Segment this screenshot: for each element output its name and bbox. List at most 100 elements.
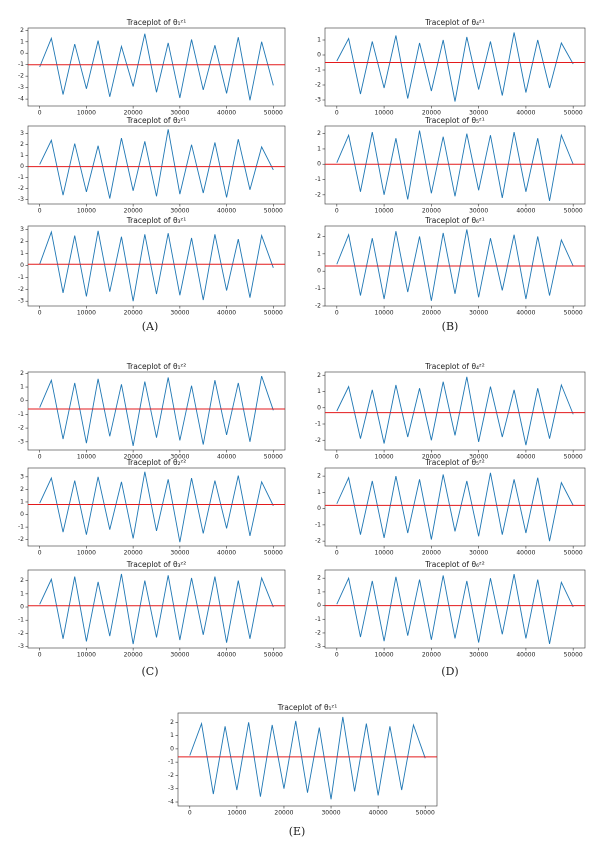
y-tick-label: 1: [317, 489, 321, 496]
y-tick-label: -2: [18, 73, 24, 80]
x-tick-label: 40000: [516, 550, 535, 557]
y-tick-label: 0: [317, 268, 321, 275]
y-tick-label: 2: [317, 130, 321, 137]
chart-title: Traceplot of θ₅ᶻ²: [424, 458, 485, 467]
x-tick-label: 20000: [422, 110, 441, 117]
y-tick-label: -1: [18, 411, 24, 418]
y-tick-label: -1: [168, 759, 174, 766]
chart-title: Traceplot of θ₄ᶻ²: [424, 362, 485, 371]
panel-caption: (E): [289, 825, 306, 838]
plot-frame: [27, 467, 286, 547]
x-tick-label: 0: [335, 110, 339, 117]
y-tick-label: -3: [18, 84, 24, 91]
x-tick-label: 50000: [564, 310, 583, 317]
y-tick-label: 1: [317, 250, 321, 257]
chart-title: Traceplot of θ₂ᶻ²: [126, 458, 187, 467]
x-tick-label: 50000: [264, 208, 283, 215]
x-tick-label: 20000: [422, 550, 441, 557]
x-tick-label: 40000: [516, 110, 535, 117]
x-tick-label: 20000: [124, 454, 143, 461]
y-tick-label: 1: [20, 384, 24, 391]
x-tick-label: 0: [38, 454, 42, 461]
y-tick-label: 1: [317, 588, 321, 595]
x-tick-label: 30000: [170, 310, 189, 317]
chart-title: Traceplot of θ₁ᶻ²: [126, 362, 187, 371]
y-tick-label: -2: [315, 437, 321, 444]
x-tick-label: 50000: [564, 550, 583, 557]
y-tick-label: -2: [315, 191, 321, 198]
x-tick-label: 0: [188, 810, 192, 817]
x-tick-label: 20000: [274, 810, 293, 817]
x-tick-label: 30000: [170, 550, 189, 557]
y-tick-label: -3: [168, 785, 174, 792]
plot-frame: [324, 125, 586, 205]
x-tick-label: 50000: [416, 810, 435, 817]
x-tick-label: 20000: [422, 208, 441, 215]
x-tick-label: 10000: [77, 110, 96, 117]
x-tick-label: 10000: [77, 208, 96, 215]
y-tick-label: -1: [18, 274, 24, 281]
x-tick-label: 20000: [422, 652, 441, 659]
x-tick-label: 10000: [375, 652, 394, 659]
x-tick-label: 30000: [469, 110, 488, 117]
x-tick-label: 50000: [264, 110, 283, 117]
y-tick-label: 0: [317, 161, 321, 168]
y-tick-label: 2: [20, 486, 24, 493]
y-tick-label: 0: [170, 745, 174, 752]
y-tick-label: 1: [317, 145, 321, 152]
x-tick-label: 40000: [217, 454, 236, 461]
x-tick-label: 20000: [422, 310, 441, 317]
y-tick-label: -1: [18, 61, 24, 68]
y-tick-label: 0: [317, 404, 321, 411]
x-tick-label: 40000: [217, 110, 236, 117]
trace-line: [39, 33, 274, 101]
plot-frame: [27, 27, 286, 107]
y-tick-label: -4: [168, 799, 174, 806]
chart-title: Traceplot of θ₆ᶻ²: [424, 560, 485, 569]
chart-title: Traceplot of θ₃ᶻ²: [126, 560, 187, 569]
chart-title: Traceplot of θ₄ᶻ¹: [424, 18, 485, 27]
x-tick-label: 10000: [77, 310, 96, 317]
x-tick-label: 50000: [564, 110, 583, 117]
y-tick-label: 0: [20, 262, 24, 269]
plot-frame: [324, 467, 586, 547]
x-tick-label: 40000: [217, 652, 236, 659]
x-tick-label: 40000: [516, 652, 535, 659]
x-tick-label: 10000: [227, 810, 246, 817]
x-tick-label: 50000: [564, 208, 583, 215]
x-tick-label: 50000: [264, 454, 283, 461]
x-tick-label: 0: [335, 208, 339, 215]
panel-caption: (D): [441, 665, 458, 678]
y-tick-label: 0: [20, 163, 24, 170]
y-tick-label: 2: [20, 27, 24, 34]
x-tick-label: 30000: [170, 454, 189, 461]
y-tick-label: 0: [20, 604, 24, 611]
trace-line: [39, 375, 274, 446]
trace-line: [39, 230, 274, 302]
y-tick-label: 2: [170, 719, 174, 726]
y-tick-label: 1: [317, 37, 321, 44]
plot-frame: [324, 27, 586, 107]
y-tick-label: 0: [317, 602, 321, 609]
y-tick-label: -1: [18, 617, 24, 624]
y-tick-label: -2: [18, 425, 24, 432]
trace-line: [336, 472, 574, 542]
y-tick-label: -2: [315, 538, 321, 545]
y-tick-label: 1: [20, 590, 24, 597]
chart-title: Traceplot of θ₁ᶻ¹: [277, 703, 338, 712]
y-tick-label: 1: [170, 732, 174, 739]
y-tick-label: -1: [315, 67, 321, 74]
trace-line: [189, 716, 426, 800]
y-tick-label: 2: [20, 370, 24, 377]
x-tick-label: 20000: [124, 652, 143, 659]
chart-title: Traceplot of θ₂ᶻ¹: [126, 116, 187, 125]
chart-title: Traceplot of θ₃ᶻ¹: [126, 216, 187, 225]
panel-caption: (A): [142, 320, 159, 333]
y-tick-label: -4: [18, 96, 24, 103]
y-tick-label: 2: [317, 473, 321, 480]
y-tick-label: 2: [20, 238, 24, 245]
y-tick-label: 0: [317, 52, 321, 59]
x-tick-label: 30000: [469, 550, 488, 557]
trace-line: [336, 229, 574, 301]
x-tick-label: 40000: [516, 310, 535, 317]
